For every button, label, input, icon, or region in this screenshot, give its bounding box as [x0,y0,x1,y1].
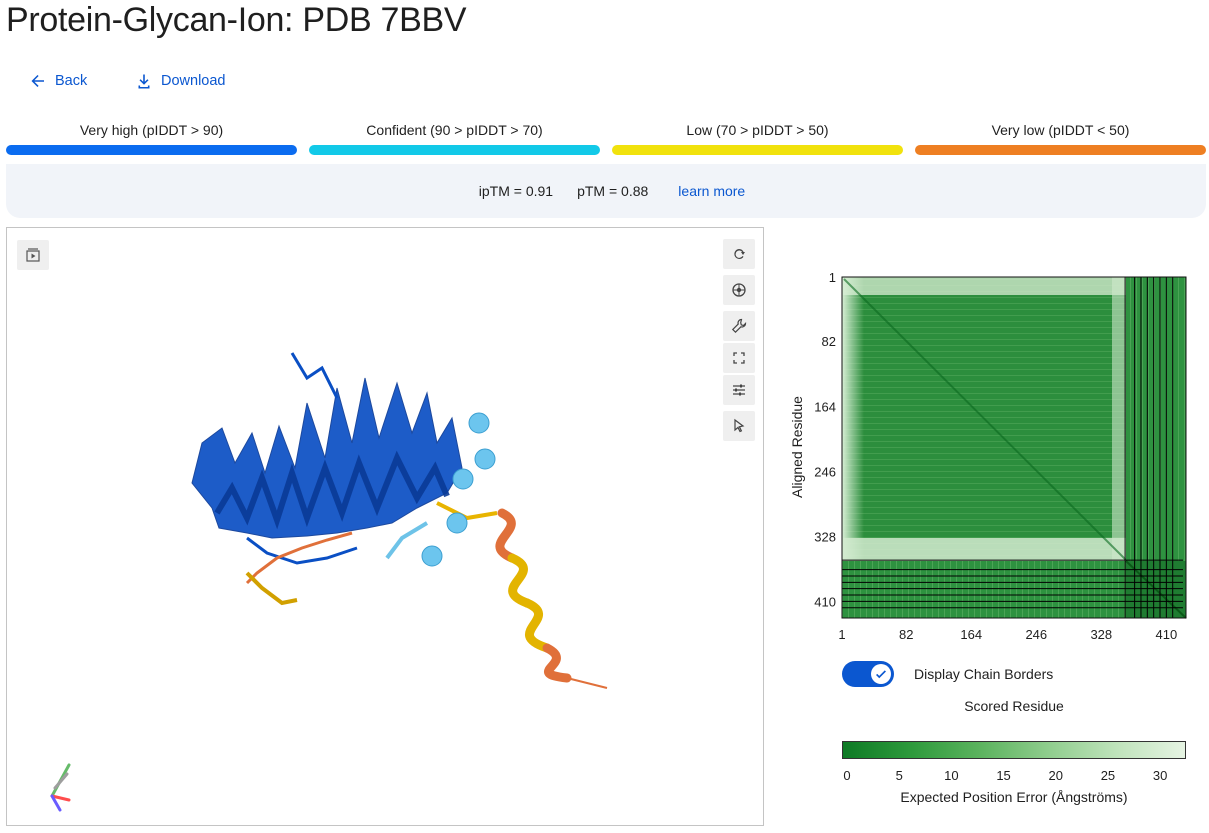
download-label: Download [161,73,226,89]
legend-confident: Confident (90 > pIDDT > 70) [309,120,600,155]
legend-very-low: Very low (pIDDT < 50) [915,120,1206,155]
x-tick-label: 246 [1025,627,1047,642]
legend-bar [6,145,297,155]
learn-more-link[interactable]: learn more [678,183,746,199]
structure-viewer[interactable] [6,227,764,826]
back-button[interactable]: Back [30,66,87,96]
settings-button[interactable] [723,375,755,405]
animation-button[interactable] [17,240,49,270]
x-tick-labels: 1 82 164 246 328 410 [838,627,1177,642]
wrench-icon [731,318,747,334]
legend-bar [309,145,600,155]
legend-label: Low (70 > pIDDT > 50) [686,122,829,138]
colorbar-label: Expected Position Error (Ångströms) [900,789,1128,805]
settings-sliders-icon [733,384,745,396]
colorbar-tick-label: 10 [944,768,959,783]
colorbar-tick-label: 0 [843,768,851,783]
chain-borders-toggle-row: Display Chain Borders [842,660,1053,688]
score-panel: ipTM = 0.91 pTM = 0.88 learn more [6,164,1206,218]
chain-borders [842,277,1183,618]
select-cursor-icon [734,418,745,433]
legend-label: Confident (90 > pIDDT > 70) [366,122,543,138]
fullscreen-button[interactable] [723,343,755,373]
screenshot-icon [732,283,746,297]
legend-bar [612,145,903,155]
pae-heatmap: 1 82 164 246 328 410 1 82 164 246 328 410 Aligned … [789,270,1187,642]
pae-colorbar [842,741,1186,759]
arrow-back-icon [31,75,44,87]
y-tick-label: 328 [814,529,836,544]
legend-low: Low (70 > pIDDT > 50) [612,120,903,155]
iptm-score: ipTM = 0.91 [478,183,554,199]
ptm-score: pTM = 0.88 [577,183,649,199]
x-tick-label: 1 [838,627,845,642]
x-axis-label: Scored Residue [964,698,1064,714]
colorbar-tick-label: 25 [1100,768,1116,783]
page-title: Protein-Glycan-Ion: PDB 7BBV [6,1,467,39]
reset-camera-button[interactable] [723,239,755,269]
x-tick-label: 164 [960,627,982,642]
y-tick-label: 246 [814,464,836,479]
legend-very-high: Very high (pIDDT > 90) [6,120,297,155]
fullscreen-icon [733,352,745,364]
colorbar-tick-label: 30 [1152,768,1168,783]
screenshot-button[interactable] [723,275,755,305]
chain-borders-label: Display Chain Borders [914,666,1054,682]
legend-label: Very low (pIDDT < 50) [991,122,1130,138]
x-tick-label: 82 [899,627,913,642]
y-tick-label: 1 [829,270,836,285]
colorbar-tick-label: 20 [1048,768,1063,783]
check-icon [876,670,886,679]
colorbar-tick-label: 5 [895,768,903,783]
animation-icon [26,248,40,262]
chain-borders-toggle[interactable] [842,661,894,687]
legend-bar [915,145,1206,155]
y-tick-labels: 1 82 164 246 328 410 [814,270,836,609]
pae-plot[interactable]: 1 82 164 246 328 410 1 82 164 246 328 410 Aligned … [780,270,1209,650]
y-tick-label: 164 [814,399,836,414]
download-button[interactable]: Download [136,66,226,96]
x-tick-label: 410 [1155,627,1177,642]
colorbar-tick-label: 15 [996,768,1011,783]
toggle-knob [871,664,891,684]
legend-label: Very high (pIDDT > 90) [79,122,224,138]
protein-structure-render [50,352,608,812]
controls-button[interactable] [723,311,755,341]
select-mode-button[interactable] [723,411,755,441]
y-tick-label: 82 [822,334,836,349]
colorbar-ticks: 0 5 10 15 20 25 30 [842,768,1186,786]
download-icon [138,74,150,89]
back-label: Back [55,73,88,89]
reset-camera-icon [734,248,745,259]
y-axis-label: Aligned Residue [789,396,805,498]
x-tick-label: 328 [1090,627,1112,642]
y-tick-label: 410 [814,594,836,609]
